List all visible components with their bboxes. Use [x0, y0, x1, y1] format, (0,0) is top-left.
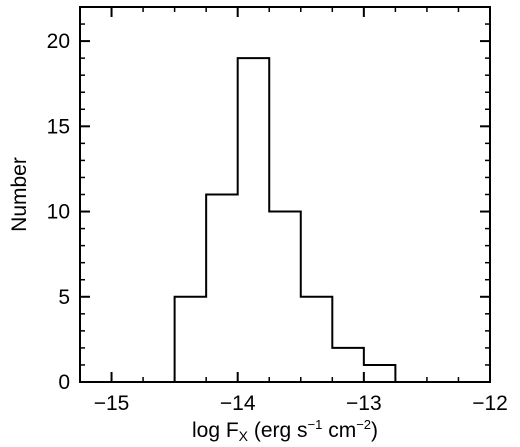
x-axis-label-sup1: −1 [308, 417, 323, 432]
x-tick-label: −12 [472, 392, 508, 415]
histogram-bin [175, 297, 207, 382]
x-tick-label: −14 [220, 392, 256, 415]
histogram-bin [332, 348, 364, 382]
histogram-bin [238, 58, 270, 382]
histogram-marks [143, 57, 397, 383]
y-tick-label: 10 [47, 201, 70, 224]
histogram-bin [269, 212, 301, 382]
x-axis-label-units-open: (erg s [248, 419, 308, 442]
y-tick-label: 15 [47, 115, 70, 138]
y-axis-label: Number [8, 157, 31, 232]
x-tick-label: −13 [346, 392, 382, 415]
y-tick-label: 5 [58, 286, 70, 309]
histogram-bin [206, 195, 238, 383]
y-tick-label: 20 [47, 30, 70, 53]
x-tick-label: −15 [94, 392, 130, 415]
x-axis-label-units-mid: cm [322, 419, 356, 442]
plot-frame [79, 6, 491, 383]
histogram-outline [143, 57, 397, 383]
y-axis: 0 5 10 15 20 [47, 23, 490, 394]
x-axis-label-sup2: −2 [356, 417, 371, 432]
x-axis-label-subscript: X [239, 428, 249, 444]
x-axis-label-prefix: log F [192, 419, 239, 442]
x-axis: −15 −14 −13 −12 [79, 7, 508, 415]
histogram-bin [364, 365, 396, 382]
x-axis-label-units-close: ) [371, 419, 378, 442]
y-tick-label: 0 [58, 371, 70, 394]
x-axis-label: log FX (erg s−1 cm−2) [192, 417, 378, 444]
histogram-bin [301, 297, 333, 382]
